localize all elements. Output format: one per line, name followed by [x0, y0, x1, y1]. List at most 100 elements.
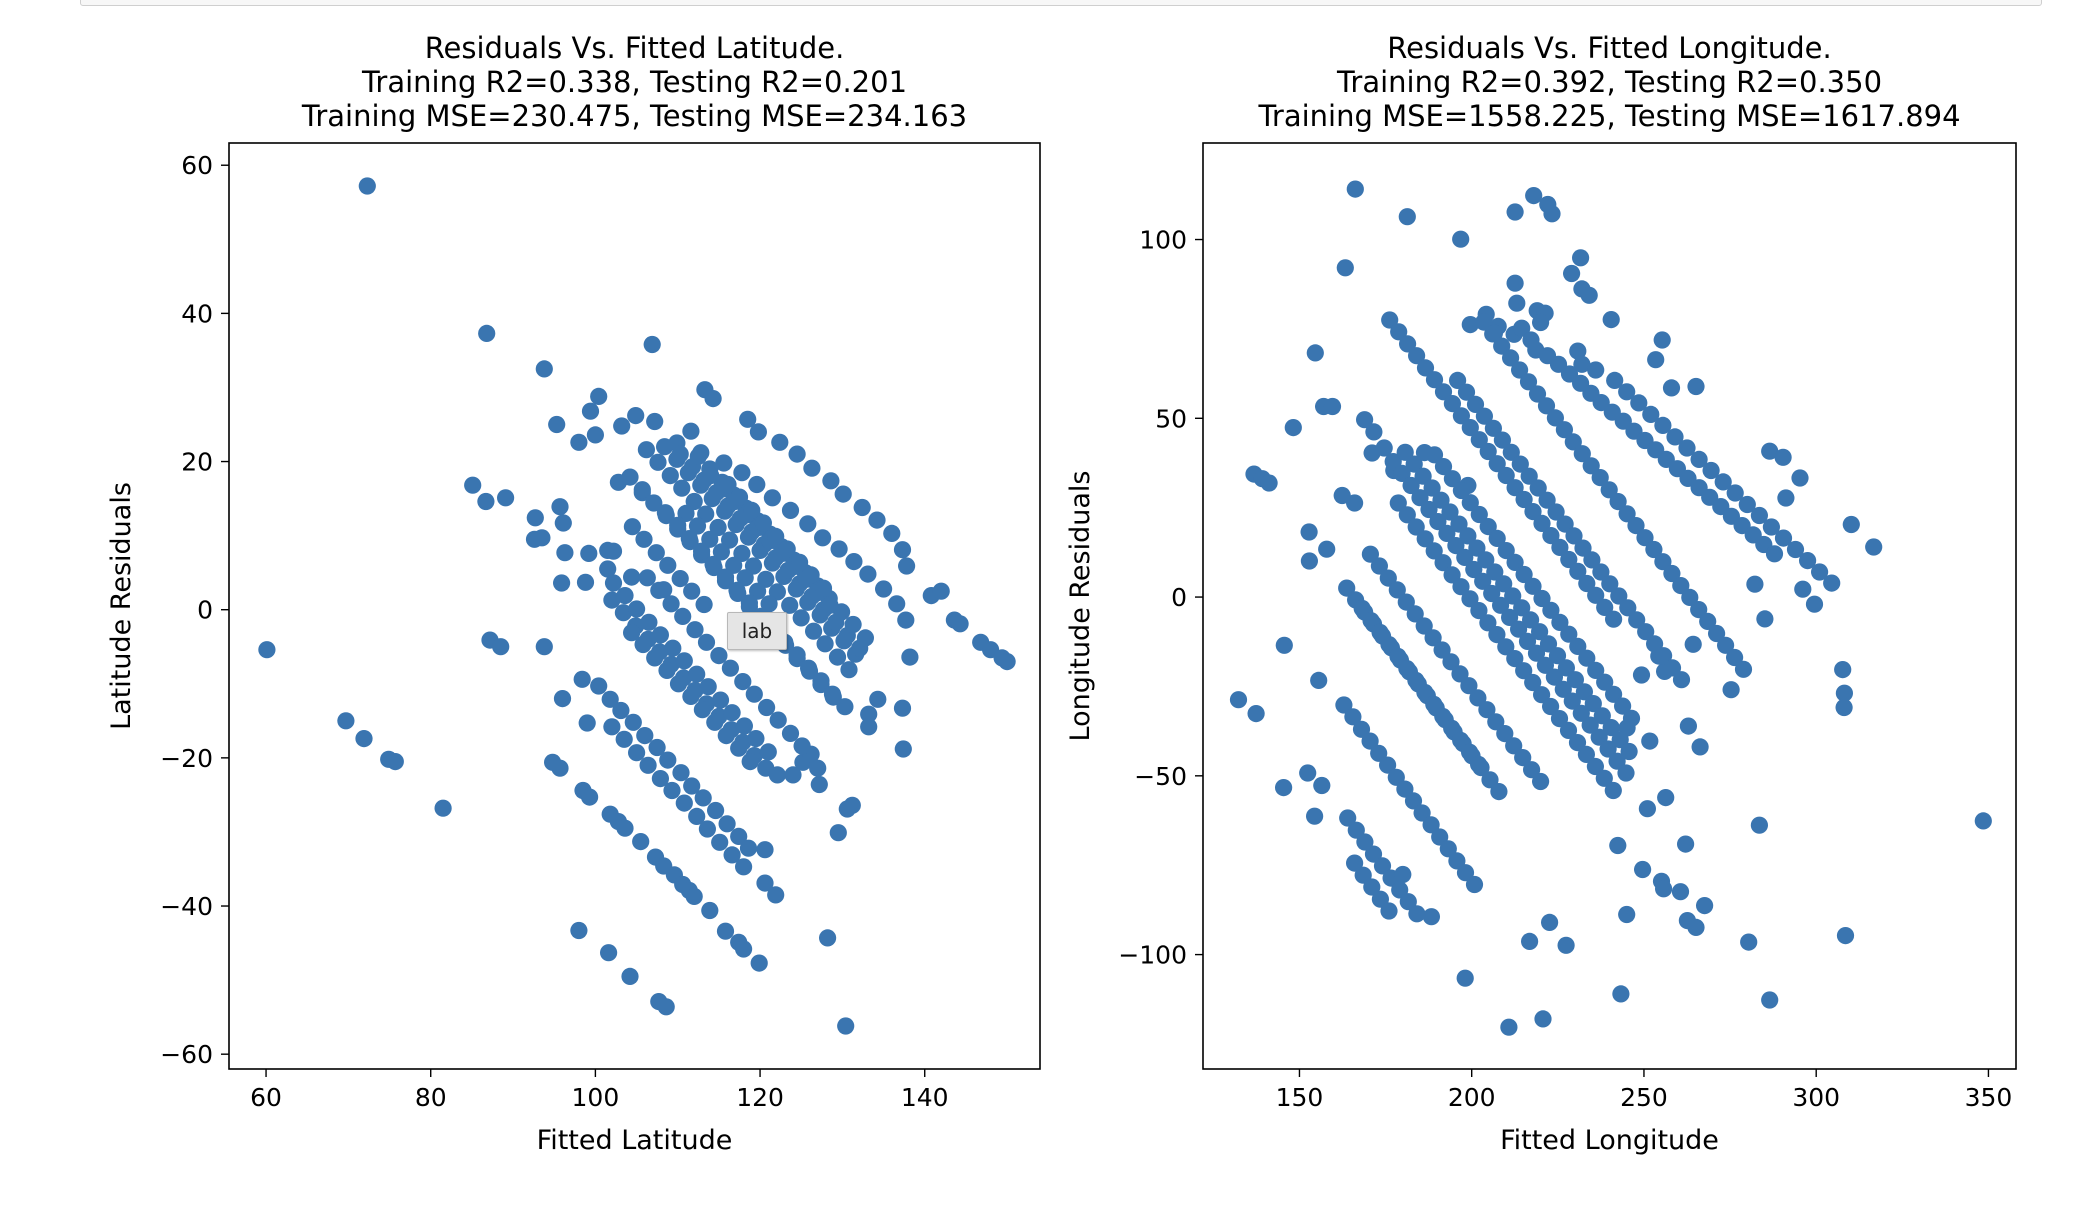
- data-point: [1434, 707, 1452, 726]
- data-point: [736, 569, 754, 587]
- data-point: [1636, 529, 1654, 547]
- data-point: [1468, 539, 1486, 557]
- data-point: [836, 698, 854, 716]
- data-point: [1563, 264, 1581, 283]
- data-point: [1352, 720, 1371, 738]
- data-point: [1371, 890, 1389, 908]
- data-point: [1734, 660, 1753, 678]
- data-point: [1672, 671, 1691, 689]
- lat-title-line-1: Residuals Vs. Fitted Latitude.: [425, 31, 845, 65]
- data-point: [355, 730, 373, 748]
- data-point: [1461, 494, 1479, 512]
- x-tick-label: 350: [1965, 1083, 2013, 1112]
- data-point: [1568, 734, 1587, 752]
- data-point: [728, 581, 746, 600]
- data-point: [803, 459, 821, 477]
- data-point: [1630, 394, 1648, 412]
- data-point: [1527, 644, 1546, 662]
- data-point: [1484, 419, 1502, 437]
- data-point: [1726, 484, 1744, 502]
- data-point: [1726, 648, 1744, 667]
- data-point: [1746, 575, 1764, 593]
- data-point: [623, 624, 641, 642]
- data-point: [1750, 506, 1768, 525]
- data-point: [464, 476, 482, 494]
- data-point: [693, 701, 712, 719]
- data-point: [898, 557, 916, 575]
- data-point: [1404, 792, 1423, 810]
- data-point: [651, 770, 670, 788]
- data-point: [1738, 495, 1756, 514]
- data-point: [1578, 574, 1596, 593]
- data-point: [604, 542, 623, 560]
- data-point: [1488, 455, 1506, 473]
- data-point: [624, 713, 642, 731]
- data-point: [1344, 708, 1362, 726]
- data-point: [1691, 738, 1709, 756]
- data-point: [1506, 274, 1524, 292]
- lon-points: [1229, 180, 1992, 1036]
- data-point: [788, 646, 806, 664]
- data-point: [650, 581, 668, 600]
- data-point: [1333, 486, 1351, 505]
- data-point: [1542, 527, 1560, 545]
- data-point: [601, 690, 619, 708]
- data-point: [1487, 713, 1505, 731]
- data-point: [1399, 335, 1417, 353]
- data-point: [810, 775, 828, 794]
- data-point: [1696, 897, 1714, 915]
- data-point: [1284, 419, 1302, 437]
- data-point: [1477, 551, 1495, 569]
- data-point: [1347, 821, 1365, 839]
- data-point: [1513, 599, 1531, 617]
- data-point: [1431, 828, 1449, 846]
- data-point: [1657, 789, 1675, 807]
- data-point: [1461, 743, 1479, 761]
- data-point: [1645, 540, 1663, 559]
- data-point: [1515, 662, 1533, 680]
- data-point: [628, 744, 646, 762]
- data-point: [781, 501, 800, 519]
- data-point: [1389, 647, 1407, 666]
- data-point: [698, 820, 717, 838]
- data-point: [1543, 205, 1561, 223]
- data-point: [1529, 479, 1547, 497]
- data-point: [1447, 537, 1465, 555]
- data-point: [581, 788, 599, 806]
- data-point: [1514, 749, 1532, 767]
- data-point: [830, 540, 848, 558]
- data-point: [1515, 565, 1533, 584]
- data-point: [1260, 474, 1278, 492]
- data-point: [1381, 311, 1399, 329]
- data-point: [581, 402, 600, 420]
- data-point: [1353, 599, 1371, 618]
- data-point: [683, 582, 701, 600]
- data-point: [1618, 505, 1636, 523]
- data-point: [1559, 721, 1578, 740]
- data-point: [1533, 514, 1551, 533]
- data-point: [749, 423, 768, 441]
- lon-title-line-1: Residuals Vs. Fitted Longitude.: [1387, 31, 1831, 65]
- data-point: [1666, 428, 1684, 446]
- data-point: [719, 475, 737, 494]
- data-point: [1456, 864, 1475, 882]
- data-point: [1475, 407, 1493, 425]
- y-tick-label: 0: [1171, 583, 1187, 612]
- data-point: [1638, 800, 1656, 818]
- data-point: [1356, 411, 1374, 429]
- data-point: [759, 743, 777, 761]
- data-point: [628, 600, 646, 618]
- data-point: [1653, 331, 1671, 349]
- data-point: [1397, 593, 1415, 611]
- data-point: [1399, 893, 1417, 911]
- data-point: [689, 447, 707, 465]
- y-tick-label: 100: [1139, 226, 1187, 255]
- data-point: [1405, 455, 1423, 473]
- data-point: [1569, 562, 1587, 580]
- data-point: [1542, 601, 1560, 619]
- data-point: [1443, 470, 1461, 488]
- data-point: [1496, 725, 1514, 743]
- data-point: [1605, 610, 1623, 628]
- data-point: [1555, 421, 1573, 439]
